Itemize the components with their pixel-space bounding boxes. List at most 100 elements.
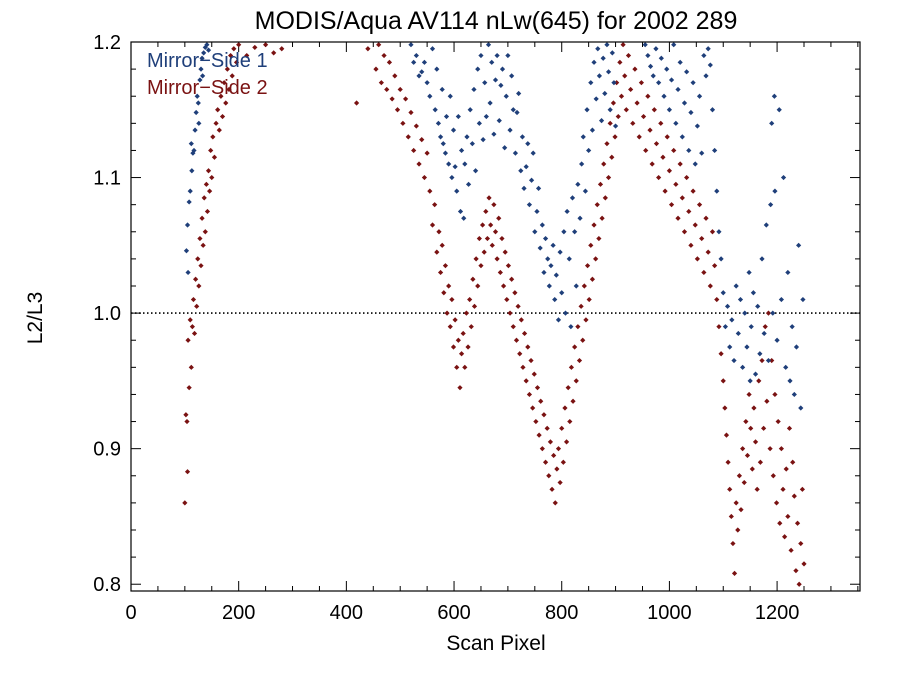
point-mirror-side-1 [521, 185, 527, 191]
point-mirror-side-2 [411, 147, 417, 154]
point-mirror-side-2 [707, 283, 713, 289]
point-mirror-side-2 [636, 134, 642, 140]
point-mirror-side-1 [503, 93, 509, 99]
point-mirror-side-1 [205, 47, 212, 53]
point-mirror-side-2 [450, 344, 457, 350]
point-mirror-side-2 [736, 473, 742, 479]
point-mirror-side-2 [552, 500, 558, 506]
point-mirror-side-1 [465, 181, 472, 187]
point-mirror-side-1 [763, 222, 769, 228]
point-mirror-side-1 [737, 296, 744, 303]
point-mirror-side-2 [563, 439, 570, 445]
point-mirror-side-1 [696, 93, 703, 99]
point-mirror-side-2 [679, 195, 685, 201]
point-mirror-side-1 [793, 344, 800, 350]
point-mirror-side-1 [653, 46, 659, 52]
point-mirror-side-1 [692, 161, 698, 167]
point-mirror-side-1 [434, 66, 440, 72]
point-mirror-side-2 [486, 195, 492, 201]
point-mirror-side-2 [497, 269, 503, 276]
point-mirror-side-2 [757, 459, 763, 465]
point-mirror-side-2 [457, 385, 463, 391]
point-mirror-side-1 [690, 80, 696, 86]
point-mirror-side-2 [647, 127, 653, 133]
point-mirror-side-2 [467, 296, 473, 303]
point-mirror-side-1 [429, 46, 436, 52]
point-mirror-side-1 [478, 52, 484, 59]
point-mirror-side-2 [384, 86, 390, 93]
point-mirror-side-1 [499, 66, 506, 72]
point-mirror-side-2 [546, 473, 552, 479]
point-mirror-side-2 [484, 235, 491, 242]
point-mirror-side-2 [576, 357, 583, 364]
point-mirror-side-1 [502, 145, 508, 151]
point-mirror-side-2 [188, 364, 194, 370]
point-mirror-side-2 [194, 303, 200, 309]
point-mirror-side-2 [520, 364, 526, 370]
point-mirror-side-2 [699, 235, 705, 242]
point-mirror-side-1 [525, 141, 531, 147]
point-mirror-side-2 [618, 93, 625, 99]
point-mirror-side-2 [725, 459, 731, 465]
point-mirror-side-2 [653, 141, 660, 147]
point-mirror-side-1 [197, 77, 203, 83]
point-mirror-side-2 [620, 42, 626, 48]
point-mirror-side-2 [460, 330, 466, 337]
point-mirror-side-1 [709, 107, 716, 113]
point-mirror-side-1 [545, 256, 551, 262]
point-mirror-side-2 [542, 459, 549, 465]
point-mirror-side-2 [185, 337, 191, 343]
point-mirror-side-1 [768, 202, 774, 208]
point-mirror-side-2 [735, 527, 741, 533]
point-mirror-side-1 [688, 109, 694, 116]
point-mirror-side-1 [432, 107, 438, 113]
point-mirror-side-2 [389, 96, 395, 102]
point-mirror-side-2 [762, 324, 768, 330]
point-mirror-side-1 [452, 164, 458, 170]
point-mirror-side-2 [614, 80, 620, 86]
point-mirror-side-1 [555, 317, 562, 323]
point-mirror-side-2 [213, 120, 219, 126]
point-mirror-side-2 [204, 208, 211, 215]
point-mirror-side-2 [658, 120, 664, 126]
point-mirror-side-1 [485, 42, 492, 48]
point-mirror-side-1 [532, 229, 538, 235]
point-mirror-side-1 [462, 161, 468, 167]
point-mirror-side-1 [489, 59, 495, 65]
point-mirror-side-1 [699, 150, 705, 156]
point-mirror-side-1 [744, 344, 750, 350]
point-mirror-side-1 [770, 310, 776, 316]
point-mirror-side-2 [509, 276, 515, 282]
point-mirror-side-2 [692, 222, 698, 228]
point-mirror-side-2 [764, 398, 770, 404]
point-mirror-side-1 [562, 310, 569, 316]
point-mirror-side-2 [754, 486, 760, 492]
point-mirror-side-2 [588, 242, 594, 248]
x-tick-label: 600 [437, 602, 470, 624]
point-mirror-side-2 [638, 80, 645, 86]
point-mirror-side-2 [196, 283, 202, 289]
point-mirror-side-2 [488, 222, 494, 228]
axis-ticks [130, 41, 860, 591]
point-mirror-side-1 [720, 290, 726, 296]
point-mirror-side-1 [582, 188, 589, 194]
point-mirror-side-1 [716, 229, 722, 235]
point-mirror-side-2 [400, 120, 406, 126]
point-mirror-side-1 [776, 107, 782, 113]
point-mirror-side-1 [480, 137, 486, 143]
point-mirror-side-1 [572, 229, 578, 235]
point-mirror-side-2 [630, 120, 636, 126]
point-mirror-side-2 [186, 385, 192, 391]
point-mirror-side-2 [526, 391, 533, 398]
point-mirror-side-1 [584, 107, 590, 113]
point-mirror-side-1 [553, 272, 559, 278]
point-mirror-side-1 [714, 188, 720, 194]
point-mirror-side-1 [774, 337, 780, 343]
point-mirror-side-2 [722, 405, 728, 411]
point-mirror-side-2 [200, 242, 206, 248]
point-mirror-side-1 [476, 120, 482, 126]
point-mirror-side-2 [570, 398, 576, 404]
y-tick-label: 1.1 [93, 168, 121, 190]
point-mirror-side-2 [686, 208, 692, 215]
point-mirror-side-1 [192, 127, 198, 133]
